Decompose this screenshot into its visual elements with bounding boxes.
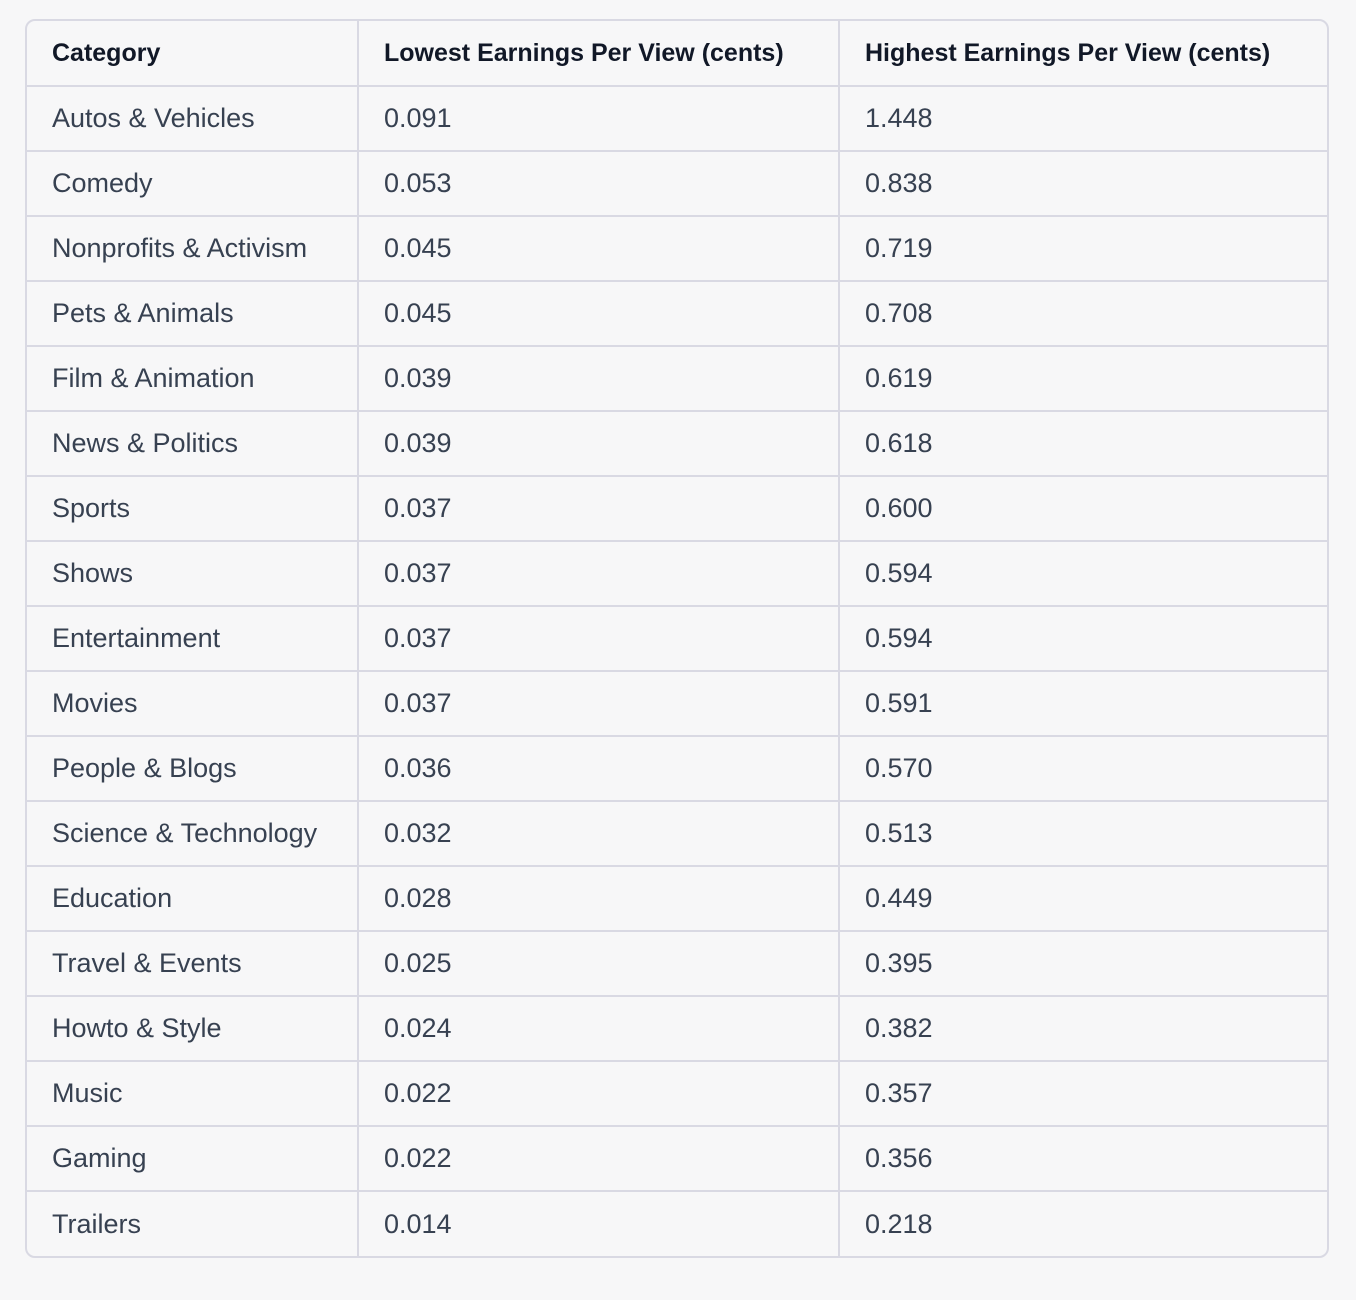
table-row: Music 0.022 0.357 [27, 1061, 1327, 1127]
table-row: People & Blogs 0.036 0.570 [27, 736, 1327, 802]
table-row: Autos & Vehicles 0.091 1.448 [27, 86, 1327, 152]
table-row: Education 0.028 0.449 [27, 866, 1327, 932]
cell-category: Trailers [27, 1191, 359, 1256]
cell-highest-earnings: 1.448 [839, 86, 1327, 152]
cell-highest-earnings: 0.719 [839, 216, 1327, 282]
cell-highest-earnings: 0.218 [865, 1208, 933, 1239]
cell-highest-earnings: 0.594 [839, 606, 1327, 672]
cell-lowest-earnings: 0.028 [358, 866, 840, 932]
cell-lowest-earnings: 0.025 [358, 931, 840, 997]
cell-highest-earnings: 0.570 [839, 736, 1327, 802]
table-row: Sports 0.037 0.600 [27, 476, 1327, 542]
cell-lowest-earnings: 0.039 [358, 346, 840, 412]
header-category: Category [27, 21, 359, 87]
header-highest-earnings: Highest Earnings Per View (cents) [839, 21, 1327, 87]
cell-category: Autos & Vehicles [27, 86, 359, 152]
cell-category: Music [27, 1061, 359, 1127]
cell-highest-earnings: 0.395 [839, 931, 1327, 997]
cell-lowest-earnings: 0.024 [358, 996, 840, 1062]
cell-category: Pets & Animals [27, 281, 359, 347]
table-row: Travel & Events 0.025 0.395 [27, 931, 1327, 997]
cell-highest-earnings: 0.600 [839, 476, 1327, 542]
cell-category: Film & Animation [27, 346, 359, 412]
cell-lowest-earnings: 0.053 [358, 151, 840, 217]
cell-lowest-earnings: 0.091 [358, 86, 840, 152]
header-row: Category Lowest Earnings Per View (cents… [27, 21, 1327, 87]
table-row: Shows 0.037 0.594 [27, 541, 1327, 607]
cell-category: Gaming [27, 1126, 359, 1192]
cell-highest-earnings: 0.357 [839, 1061, 1327, 1127]
cell-lowest-earnings: 0.037 [358, 671, 840, 737]
cell-category: Comedy [27, 151, 359, 217]
cell-category: Education [27, 866, 359, 932]
cell-category: Travel & Events [27, 931, 359, 997]
table-header: Category Lowest Earnings Per View (cents… [27, 21, 1327, 87]
earnings-table: Category Lowest Earnings Per View (cents… [27, 21, 1327, 1256]
header-lowest-earnings: Lowest Earnings Per View (cents) [358, 21, 840, 87]
cell-lowest-earnings: 0.039 [358, 411, 840, 477]
cell-lowest-earnings: 0.022 [358, 1061, 840, 1127]
cell-highest-earnings: 0.449 [839, 866, 1327, 932]
cell-lowest-earnings: 0.014 [358, 1191, 840, 1256]
table-row: Pets & Animals 0.045 0.708 [27, 281, 1327, 347]
cell-category: Entertainment [27, 606, 359, 672]
earnings-table-container: Category Lowest Earnings Per View (cents… [25, 19, 1329, 1258]
cell-category: Shows [27, 541, 359, 607]
cell-lowest-earnings: 0.037 [358, 606, 840, 672]
cell-lowest-earnings: 0.036 [358, 736, 840, 802]
cell-category: Movies [27, 671, 359, 737]
cell-highest-earnings: 0.838 [839, 151, 1327, 217]
cell-lowest-earnings: 0.032 [358, 801, 840, 867]
cell-lowest-earnings: 0.037 [358, 541, 840, 607]
cell-category: News & Politics [27, 411, 359, 477]
table-row: Entertainment 0.037 0.594 [27, 606, 1327, 672]
table-row: Trailers 0.014 0.218 [27, 1191, 1327, 1256]
cell-highest-earnings: 0.591 [839, 671, 1327, 737]
table-row: Howto & Style 0.024 0.382 [27, 996, 1327, 1062]
cell-category: Howto & Style [27, 996, 359, 1062]
table-row: Film & Animation 0.039 0.619 [27, 346, 1327, 412]
table-row: Science & Technology 0.032 0.513 [27, 801, 1327, 867]
cell-lowest-earnings: 0.045 [358, 281, 840, 347]
cell-category: Science & Technology [27, 801, 359, 867]
table-row: Comedy 0.053 0.838 [27, 151, 1327, 217]
cell-lowest-earnings: 0.022 [358, 1126, 840, 1192]
cell-highest-earnings: 0.618 [839, 411, 1327, 477]
table-row: Movies 0.037 0.591 [27, 671, 1327, 737]
table-row: News & Politics 0.039 0.618 [27, 411, 1327, 477]
cell-category: Nonprofits & Activism [27, 216, 359, 282]
cell-highest-earnings: 0.708 [839, 281, 1327, 347]
cell-category: People & Blogs [27, 736, 359, 802]
cell-highest-earnings: 0.356 [839, 1126, 1327, 1192]
cell-category: Sports [27, 476, 359, 542]
table-row: Gaming 0.022 0.356 [27, 1126, 1327, 1192]
cell-highest-earnings: 0.382 [839, 996, 1327, 1062]
table-row: Nonprofits & Activism 0.045 0.719 [27, 216, 1327, 282]
cell-highest-earnings: 0.594 [839, 541, 1327, 607]
cell-lowest-earnings: 0.037 [358, 476, 840, 542]
cell-highest-earnings: 0.513 [839, 801, 1327, 867]
table-body: Autos & Vehicles 0.091 1.448 Comedy 0.053 0.8… [27, 86, 1327, 1256]
cell-highest-earnings: 0.619 [839, 346, 1327, 412]
cell-lowest-earnings: 0.045 [358, 216, 840, 282]
